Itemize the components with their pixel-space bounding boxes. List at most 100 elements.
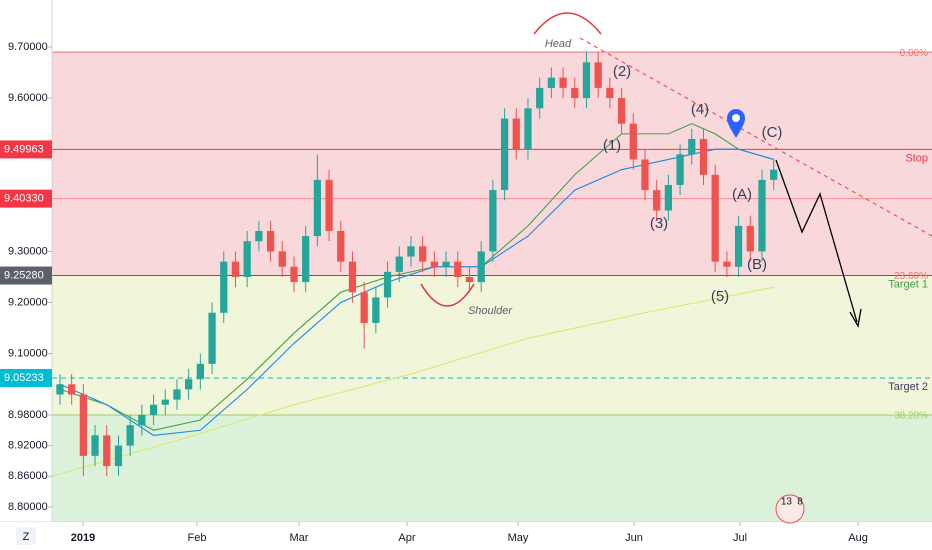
x-tick-label: Apr (398, 532, 415, 544)
level-label: 9.40330 (4, 193, 44, 205)
candle-body (454, 261, 462, 277)
candle-body (688, 138, 696, 155)
candle-body (243, 241, 251, 277)
x-tick-label: 2019 (71, 532, 95, 544)
candle-body (723, 261, 731, 267)
y-tick-label: 9.60000 (8, 92, 48, 104)
zoom-label: Z (23, 531, 30, 543)
level-label: 9.25280 (4, 269, 44, 281)
labels: 0.00% 23.60% 38.20% Stop Target 1 Target 2 201… (0, 38, 928, 544)
trend-line (579, 37, 932, 237)
candle-body (68, 384, 76, 395)
annotation: (B) (747, 256, 767, 273)
candle-body (91, 435, 99, 456)
y-tick-label: 8.80000 (8, 501, 48, 513)
y-tick-label: 8.98000 (8, 409, 48, 421)
candle-body (758, 179, 766, 252)
candle-body (395, 256, 403, 272)
candle-body (489, 190, 497, 252)
level-label: 9.05233 (4, 372, 44, 384)
badge-text: 13 (781, 497, 793, 508)
x-tick-label: Feb (187, 532, 206, 544)
projection-path (775, 159, 858, 323)
level-label: 9.49963 (4, 143, 44, 155)
level-label-box (0, 368, 52, 387)
x-tick-label: Jun (625, 532, 643, 544)
candle-body (325, 179, 333, 231)
candle-body (383, 271, 392, 298)
x-tick-label: Aug (848, 532, 868, 544)
candle-body (430, 261, 439, 267)
candle-body (372, 297, 380, 323)
zoom-button[interactable] (16, 527, 36, 545)
level-label-box (0, 140, 52, 159)
candle-body (500, 118, 509, 191)
candle-body (208, 312, 216, 364)
annotation: (5) (711, 288, 729, 305)
candle-body (512, 118, 520, 150)
annotation: Shoulder (468, 305, 513, 317)
y-tick-label: 8.92000 (8, 440, 48, 452)
y-tick-label: 9.20000 (8, 296, 48, 308)
candle-body (196, 363, 204, 380)
candle-body (348, 261, 357, 293)
candle-body (734, 225, 743, 267)
annotation: (1) (603, 137, 621, 154)
level-name: Target 1 (888, 278, 928, 290)
candle-body (407, 246, 415, 257)
plot (51, 52, 778, 477)
candle-body (302, 236, 310, 283)
annotation: Head (545, 38, 572, 50)
candle-body (582, 62, 591, 99)
candle-body (629, 123, 637, 160)
fib-label: 0.00% (900, 48, 928, 59)
head-arc (533, 12, 602, 35)
candle-body (103, 435, 111, 467)
candle-body (477, 251, 485, 283)
candle-body (290, 266, 298, 283)
level-label-box (0, 189, 52, 208)
candle-body (360, 292, 368, 323)
badge-text: 8 (797, 497, 803, 508)
candle-body (173, 389, 181, 400)
candle-body (185, 379, 193, 390)
candle-body (79, 394, 87, 456)
candle-body (266, 230, 275, 252)
candle-body (465, 276, 474, 283)
annotation: (4) (691, 101, 709, 118)
y-tick-label: 9.70000 (8, 41, 48, 53)
zone (52, 275, 932, 415)
candle-body (664, 184, 673, 211)
candle-body (606, 87, 614, 99)
candle-body (676, 154, 684, 185)
candle-body (746, 225, 754, 252)
annotation: (2) (613, 63, 631, 80)
candle-body (138, 414, 146, 426)
candle-body (547, 77, 556, 88)
level-label-box (0, 266, 52, 285)
candle-body (337, 230, 345, 262)
candle-body (571, 87, 579, 99)
annotation: (3) (650, 215, 668, 232)
candle-body (161, 399, 169, 405)
candle-body (699, 138, 708, 175)
shoulder-arc (420, 283, 475, 307)
badge-icon (775, 494, 805, 524)
candle-body (711, 174, 719, 262)
candle-body (419, 246, 427, 262)
y-tick-label: 8.86000 (8, 470, 48, 482)
candle-body (641, 159, 649, 191)
time-axis (0, 522, 932, 550)
marker-dot (732, 114, 740, 122)
marker-pin (727, 109, 745, 138)
x-tick-label: Jul (733, 532, 747, 544)
candle-body (617, 98, 626, 124)
y-tick-label: 9.30000 (8, 245, 48, 257)
candle-body (255, 230, 263, 242)
candle-body (126, 425, 134, 446)
moving-average (51, 286, 774, 477)
candle-body (594, 62, 602, 88)
candle-body (231, 261, 240, 277)
candle-body (313, 179, 321, 237)
